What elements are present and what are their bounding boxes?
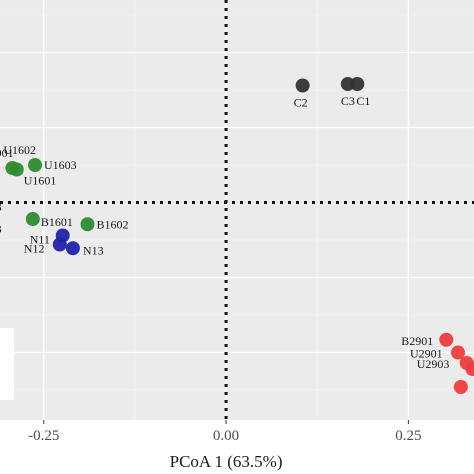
data-point (25, 212, 40, 226)
data-point (465, 362, 474, 376)
x-tick-label: 0.25 (395, 428, 421, 444)
point-label: U2901 (410, 347, 443, 361)
x-axis-title: PCoA 1 (63.5%) (170, 452, 283, 471)
data-point (9, 162, 24, 177)
point-label: C2 (294, 96, 308, 110)
x-axis-ticks: -0.25 0.00 0.25 (28, 420, 421, 444)
x-tick-label: -0.25 (28, 428, 59, 444)
reference-lines (0, 0, 474, 420)
legend-box-partial (0, 328, 14, 400)
data-point (439, 332, 454, 347)
grid-lines (0, 0, 474, 420)
data-point (450, 345, 465, 360)
data-point (28, 158, 43, 172)
point-label: N12 (24, 242, 45, 256)
point-label: U1602 (3, 143, 36, 157)
point-label: U1603 (44, 158, 77, 172)
point-label: C3 (341, 94, 355, 108)
point-label: N13 (83, 243, 104, 257)
point-label: B1602 (97, 217, 129, 231)
point-label-partial: 03 (0, 222, 2, 236)
point-label: N11 (30, 233, 50, 247)
data-point (295, 78, 310, 93)
point-label-partial: 2901 (0, 146, 14, 160)
x-tick-label: 0.00 (213, 428, 239, 444)
point-label: C1 (356, 94, 370, 108)
point-label-partial: 03 (0, 200, 2, 214)
data-point (453, 380, 468, 394)
data-points (5, 77, 474, 394)
data-point (52, 237, 67, 252)
point-label: B2901 (401, 334, 433, 348)
data-point (65, 241, 80, 256)
data-point (80, 217, 95, 232)
data-point (350, 77, 365, 91)
plot-panel (0, 0, 474, 420)
point-label: B1601 (41, 215, 73, 229)
point-label: U1601 (24, 174, 57, 188)
point-label: U2903 (417, 357, 450, 371)
